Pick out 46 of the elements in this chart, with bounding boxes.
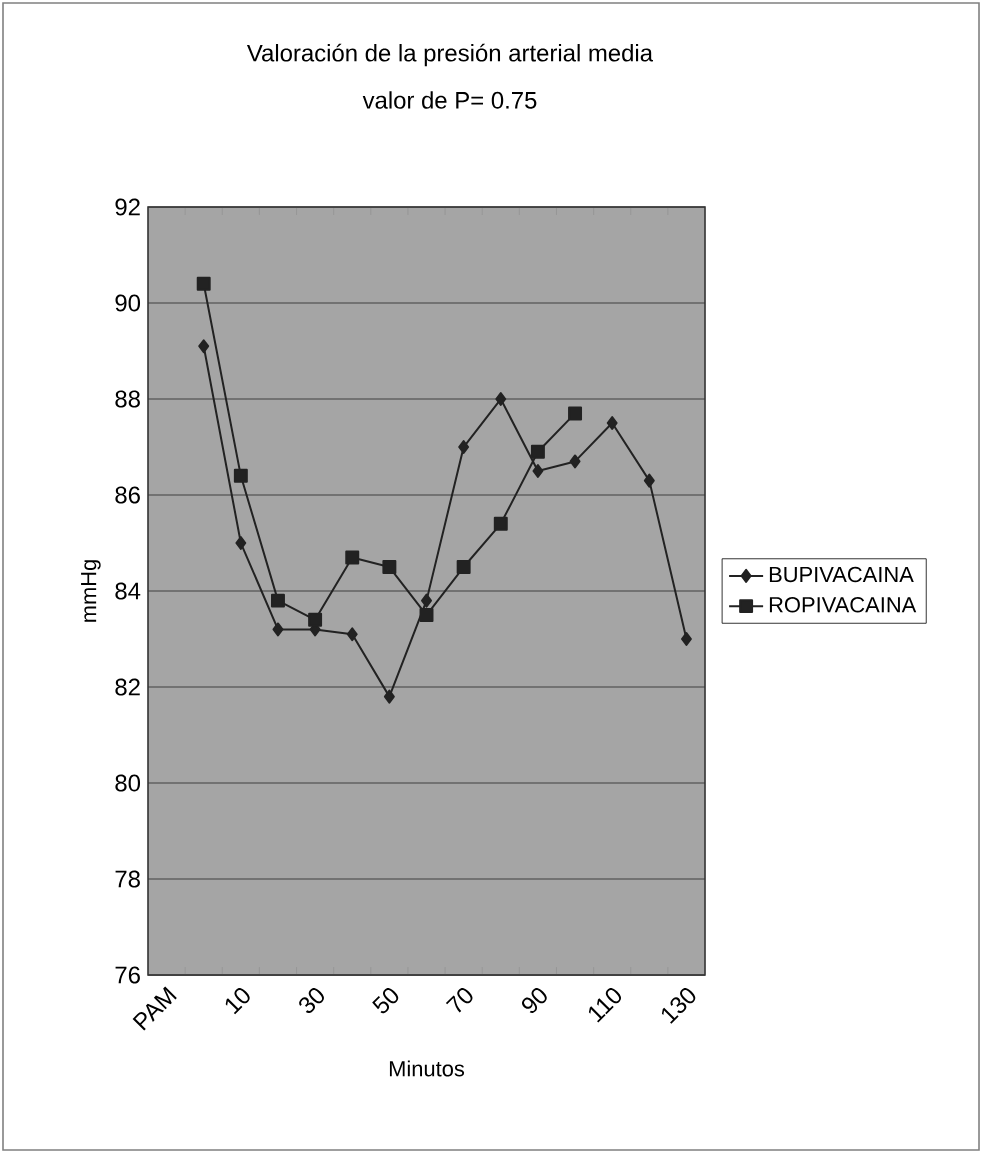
- point: [456, 560, 471, 574]
- point: [308, 612, 323, 627]
- point: [235, 536, 247, 550]
- point: [198, 339, 210, 354]
- point: [196, 276, 211, 291]
- y-tick-label: 76: [115, 966, 140, 984]
- point: [680, 632, 692, 646]
- x-tick-label: 110: [588, 988, 622, 1023]
- point: [530, 444, 545, 459]
- y-tick-label: 82: [115, 678, 140, 696]
- x-tick-label: 130: [661, 988, 696, 1024]
- point: [458, 440, 470, 454]
- point: [493, 516, 508, 531]
- point: [271, 593, 285, 608]
- point: [532, 464, 544, 478]
- point: [383, 689, 395, 704]
- point: [421, 593, 432, 608]
- chart-title: Valoración de la presión arterial media: [246, 43, 654, 67]
- x-tick-label: 70: [445, 988, 473, 1013]
- x-tick-label: 30: [299, 988, 324, 1014]
- point: [233, 468, 248, 483]
- x-tick-label: 90: [521, 988, 547, 1014]
- x-tick-label: 50: [372, 988, 399, 1014]
- point: [643, 473, 655, 488]
- y-tick-label: 90: [115, 294, 141, 312]
- x-tick-label: 10: [225, 988, 250, 1015]
- point: [569, 454, 581, 469]
- point: [606, 416, 618, 430]
- chart-subtitle: valor de P= 0.75: [362, 91, 537, 109]
- y-tick-label: 78: [115, 870, 140, 888]
- point: [419, 608, 434, 622]
- x-axis-title: Minutos: [389, 1060, 465, 1077]
- y-axis-title: mmHg: [81, 560, 101, 622]
- y-tick-label: 92: [115, 198, 140, 216]
- point: [272, 622, 284, 637]
- legend-label: ROPIVACAINA: [769, 597, 917, 613]
- y-tick-label: 88: [115, 390, 140, 408]
- point: [495, 392, 507, 406]
- point: [345, 550, 360, 565]
- point: [382, 560, 397, 574]
- y-tick-label: 86: [115, 486, 140, 504]
- point: [346, 627, 358, 642]
- y-tick-label: 80: [115, 774, 141, 792]
- legend-label: BUPIVACAINA: [769, 566, 914, 583]
- point: [568, 406, 583, 421]
- y-tick-label: 84: [115, 582, 141, 600]
